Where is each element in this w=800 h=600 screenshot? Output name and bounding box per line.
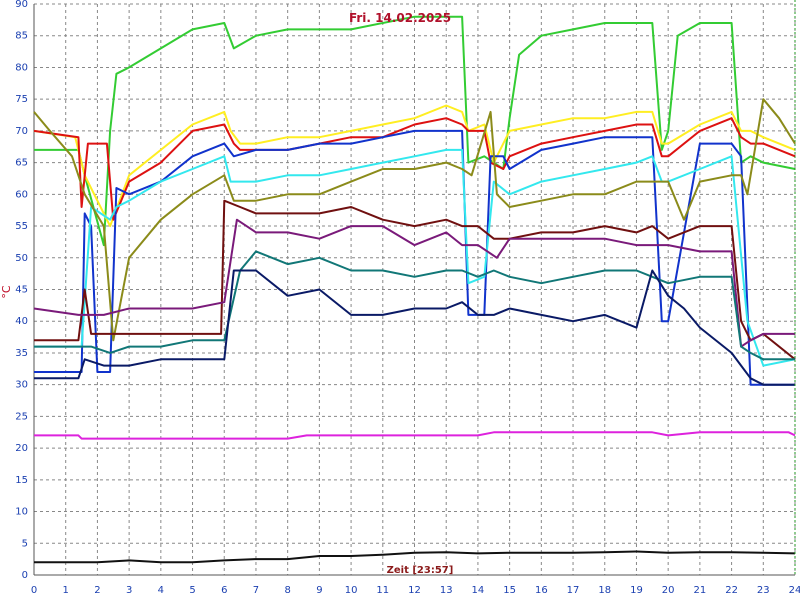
y-tick-label: 10 <box>15 507 28 518</box>
y-axis-ticks: 0 5 10 15 20 25 30 35 40 45 50 55 60 65 70 75 80 85 90 <box>15 0 28 581</box>
x-tick-label: 2 <box>94 585 100 596</box>
series-line-4 <box>34 129 795 386</box>
y-tick-label: 50 <box>15 253 28 264</box>
y-tick-label: 0 <box>22 570 28 581</box>
x-tick-label: 6 <box>221 585 227 596</box>
x-tick-label: 7 <box>253 585 259 596</box>
series-line-1 <box>34 15 796 247</box>
x-tick-label: 20 <box>662 585 675 596</box>
y-tick-label: 35 <box>15 348 28 359</box>
x-tick-label: 12 <box>408 585 421 596</box>
series-line-6 <box>33 98 796 342</box>
y-tick-label: 25 <box>15 411 28 422</box>
x-tick-label: 15 <box>503 585 516 596</box>
y-tick-label: 85 <box>15 31 28 42</box>
series-line-10 <box>34 269 795 386</box>
x-tick-label: 10 <box>345 585 358 596</box>
x-tick-label: 18 <box>598 585 611 596</box>
series-line-2 <box>33 104 796 228</box>
x-tick-label: 5 <box>189 585 195 596</box>
series-layer <box>33 15 796 564</box>
x-tick-label: 3 <box>126 585 132 596</box>
x-tick-label: 14 <box>472 585 485 596</box>
y-tick-label: 75 <box>15 94 28 105</box>
y-tick-label: 5 <box>22 538 28 549</box>
y-tick-label: 40 <box>15 316 28 327</box>
series-line-7 <box>34 199 796 361</box>
x-tick-label: 1 <box>63 585 69 596</box>
x-tick-label: 21 <box>694 585 707 596</box>
y-tick-label: 65 <box>15 158 28 169</box>
chart-title: Fri. 14.02.2025 <box>349 11 451 25</box>
series-line-12 <box>34 550 796 564</box>
y-tick-label: 45 <box>15 285 28 296</box>
x-tick-label: 13 <box>440 585 453 596</box>
x-tick-label: 11 <box>376 585 389 596</box>
series-line-11 <box>34 431 796 440</box>
y-axis-label: °C <box>0 285 13 299</box>
x-tick-label: 16 <box>535 585 548 596</box>
x-tick-label: 23 <box>757 585 770 596</box>
y-tick-label: 70 <box>15 126 28 137</box>
y-tick-label: 80 <box>15 62 28 73</box>
series-line-3 <box>33 117 796 221</box>
x-axis-label: Zeit [23:57] <box>387 565 454 576</box>
series-line-9 <box>34 250 795 361</box>
grid <box>33 3 796 576</box>
x-tick-label: 8 <box>284 585 290 596</box>
x-tick-label: 0 <box>31 585 37 596</box>
y-tick-label: 20 <box>15 443 28 454</box>
x-tick-label: 4 <box>158 585 164 596</box>
series-line-8 <box>33 218 795 348</box>
x-tick-label: 17 <box>567 585 580 596</box>
x-tick-label: 22 <box>725 585 738 596</box>
x-axis-ticks: 0 1 2 3 4 5 6 7 8 9 10 11 12 13 14 15 16 17 18 19 20 21 22 23 24 <box>31 585 800 596</box>
y-tick-label: 15 <box>15 475 28 486</box>
y-tick-label: 60 <box>15 189 28 200</box>
x-tick-label: 19 <box>630 585 643 596</box>
y-tick-label: 30 <box>15 380 28 391</box>
y-tick-label: 90 <box>15 0 28 10</box>
x-tick-label: 9 <box>316 585 322 596</box>
x-tick-label: 24 <box>789 585 800 596</box>
y-tick-label: 55 <box>15 221 28 232</box>
